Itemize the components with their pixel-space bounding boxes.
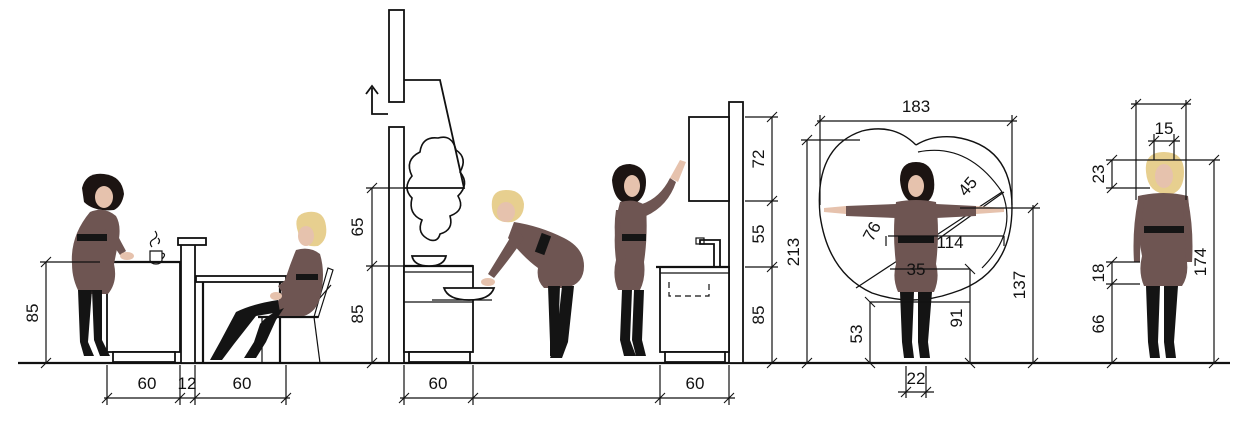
- panel-standing: 15 23 174 18 66: [1089, 98, 1220, 369]
- wall: [388, 126, 405, 364]
- counter-plinth: [112, 351, 176, 363]
- faucet-icon: [699, 239, 721, 266]
- panel-reach-envelope: 114 35 76 45 183 213 53 91 137: [784, 97, 1040, 398]
- dim-arm-span: 183: [902, 97, 930, 116]
- dim-standing-knee: 66: [1089, 315, 1108, 334]
- dim-head-width: 15: [1155, 119, 1174, 138]
- dim-standing-height: 174: [1191, 248, 1210, 276]
- counter-cabinet: [106, 261, 181, 353]
- coffee-cup-icon: [149, 250, 166, 265]
- steam-cloud-icon: [406, 136, 466, 242]
- exhaust-arrow-icon: [371, 88, 388, 115]
- range-hood: [404, 79, 466, 189]
- chimney-duct: [388, 9, 405, 103]
- dim-counter-depth: 60: [138, 374, 157, 393]
- dim-cooktop-depth: 60: [429, 374, 448, 393]
- dim-cabinet-height: 72: [749, 150, 768, 169]
- panel-wall-cabinet: 72 55 85 60: [612, 101, 778, 393]
- dim-shoulder-height: 137: [1010, 271, 1029, 299]
- dim-cooktop-height: 85: [348, 305, 367, 324]
- dim-gap: 12: [178, 374, 197, 393]
- dim-forearm-reach: 45: [954, 173, 981, 200]
- dim-head-height: 23: [1089, 165, 1108, 184]
- dim-diagonal-reach: 76: [859, 219, 885, 245]
- steam-icon: [149, 230, 161, 248]
- figure-reaching-up: [612, 160, 686, 356]
- dim-shoulder-width: 114: [936, 233, 963, 252]
- dim-sink-height: 85: [749, 306, 768, 325]
- figure-seated: [210, 211, 327, 360]
- dim-hood-clearance: 65: [348, 218, 367, 237]
- figure-bending: [481, 190, 584, 358]
- wall-cabinet: [688, 116, 730, 202]
- dim-feet-width: 22: [907, 369, 926, 388]
- dim-knee-height: 53: [847, 325, 866, 344]
- bar-post: [180, 243, 196, 364]
- dim-hip-width: 35: [907, 260, 926, 279]
- dim-height-reach: 213: [784, 238, 803, 266]
- pot-icon: [410, 255, 448, 267]
- panel-cooktop: 65 85 60: [348, 9, 735, 405]
- dining-table-top: [195, 275, 287, 283]
- dim-table-depth: 60: [233, 374, 252, 393]
- wall-right: [728, 101, 744, 364]
- dim-counter-height: 85: [23, 304, 42, 323]
- cooktop-cabinet: [403, 265, 474, 353]
- figure-standing-front: [1133, 152, 1193, 358]
- dim-cabinet-gap: 55: [749, 225, 768, 244]
- panel-counter-dining: 85 60 12 60: [23, 173, 334, 405]
- dim-hand-height: 91: [947, 309, 966, 328]
- sink-cabinet: [659, 266, 730, 353]
- dim-hand-band: 18: [1089, 264, 1108, 283]
- reach-envelope-outline: [818, 128, 1013, 301]
- figure-standing-counter: [71, 173, 134, 356]
- bar-top: [177, 237, 207, 246]
- dim-sink-depth: 60: [686, 374, 705, 393]
